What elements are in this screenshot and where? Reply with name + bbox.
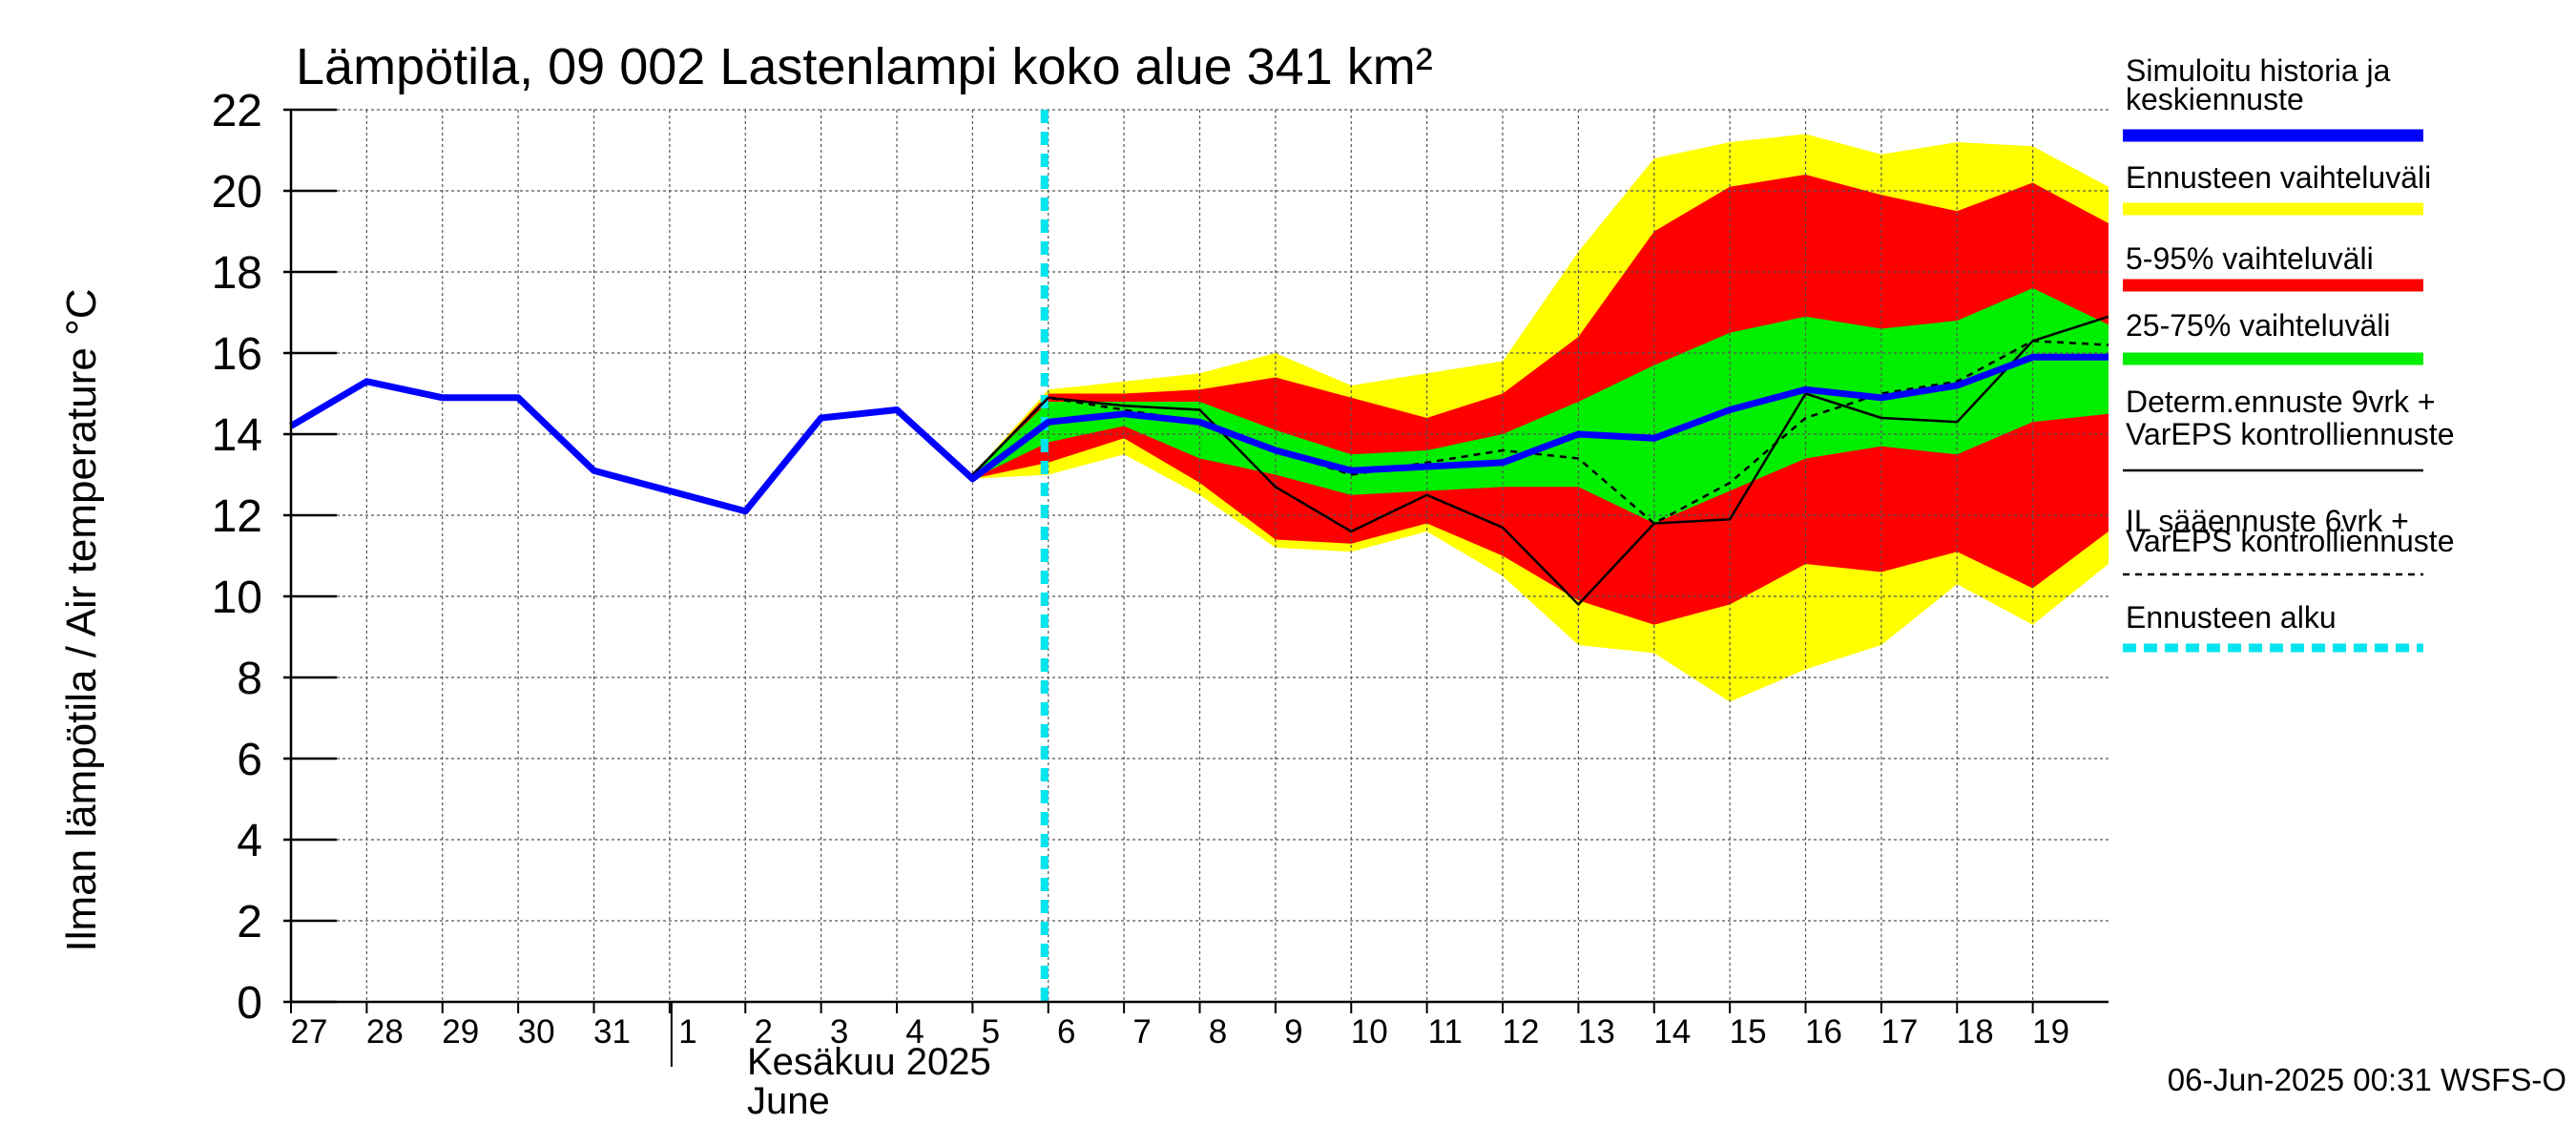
x-tick-label: 6 <box>1057 1013 1075 1051</box>
x-tick-label: 18 <box>1957 1013 1994 1051</box>
y-tick-label: 4 <box>237 816 262 866</box>
legend-label: 5-95% vaihteluväli <box>2126 241 2374 276</box>
legend-label: Simuloitu historia ja <box>2126 53 2391 88</box>
x-tick-label: 12 <box>1503 1013 1540 1051</box>
forecast-bands <box>972 134 2109 702</box>
month-label-en: June <box>747 1080 830 1122</box>
y-tick-label: 8 <box>237 654 262 704</box>
y-tick-label: 20 <box>212 167 262 218</box>
month-label-fi: Kesäkuu 2025 <box>747 1041 991 1083</box>
y-tick-label: 12 <box>212 491 262 542</box>
y-tick-label: 6 <box>237 735 262 785</box>
x-tick-label: 30 <box>518 1013 555 1051</box>
x-tick-label: 15 <box>1730 1013 1767 1051</box>
series-line-1 <box>971 315 2109 606</box>
y-axis-label: Ilman lämpötila / Air temperature °C <box>58 289 105 952</box>
x-tick-label: 28 <box>366 1013 404 1051</box>
legend-label: 25-75% vaihteluväli <box>2126 308 2391 343</box>
legend-label: Determ.ennuste 9vrk + <box>2126 385 2436 419</box>
y-tick-label: 10 <box>212 572 262 623</box>
y-tick-label: 2 <box>237 897 262 947</box>
band-1 <box>972 175 2109 625</box>
x-tick-label: 27 <box>291 1013 328 1051</box>
x-tick-label: 19 <box>2032 1013 2069 1051</box>
x-tick-label: 13 <box>1578 1013 1615 1051</box>
y-tick-label: 0 <box>237 978 262 1029</box>
x-tick-label: 17 <box>1880 1013 1918 1051</box>
x-tick-label: 3 <box>830 1013 848 1051</box>
legend-label: keskiennuste <box>2126 82 2304 116</box>
band-2 <box>972 288 2109 524</box>
legend-label: VarEPS kontrolliennuste <box>2126 417 2454 451</box>
x-tick-label: 4 <box>905 1013 924 1051</box>
x-tick-label: 10 <box>1351 1013 1388 1051</box>
x-tick-label: 29 <box>442 1013 479 1051</box>
x-tick-label: 8 <box>1209 1013 1227 1051</box>
x-tick-label: 7 <box>1132 1013 1151 1051</box>
x-tick-label: 5 <box>982 1013 1000 1051</box>
series-line-2 <box>971 340 2109 525</box>
y-tick-label: 22 <box>212 86 262 136</box>
series-lines <box>289 110 2109 1002</box>
y-tick-label: 16 <box>212 329 262 380</box>
legend-label: IL sääennuste 6vrk + <box>2126 504 2409 538</box>
legend-label: Ennusteen alku <box>2126 600 2337 635</box>
x-tick-label: 16 <box>1805 1013 1842 1051</box>
y-tick-label: 14 <box>212 410 262 461</box>
x-tick-label: 9 <box>1284 1013 1302 1051</box>
series-line-0 <box>289 353 2109 515</box>
x-tick-label: 2 <box>755 1013 773 1051</box>
x-tick-label: 31 <box>593 1013 631 1051</box>
legend-label: Ennusteen vaihteluväli <box>2126 160 2431 195</box>
x-tick-label: 1 <box>678 1013 696 1051</box>
footer-timestamp: 06-Jun-2025 00:31 WSFS-O <box>2168 1062 2566 1097</box>
legend-label: VarEPS kontrolliennuste <box>2126 524 2454 558</box>
x-tick-label: 11 <box>1427 1013 1462 1051</box>
chart-title: Lämpötila, 09 002 Lastenlampi koko alue … <box>296 38 1433 95</box>
y-tick-label: 18 <box>212 248 262 299</box>
x-tick-label: 14 <box>1653 1013 1691 1051</box>
